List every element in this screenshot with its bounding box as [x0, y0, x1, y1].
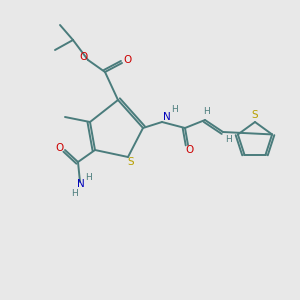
- Text: S: S: [252, 110, 258, 120]
- Text: S: S: [128, 157, 134, 167]
- Text: O: O: [123, 55, 131, 65]
- Text: O: O: [186, 145, 194, 155]
- Text: O: O: [55, 143, 63, 153]
- Text: N: N: [77, 179, 85, 189]
- Text: H: H: [85, 173, 92, 182]
- Text: N: N: [163, 112, 171, 122]
- Text: H: H: [225, 134, 231, 143]
- Text: H: H: [171, 104, 177, 113]
- Text: H: H: [72, 188, 78, 197]
- Text: O: O: [79, 52, 87, 62]
- Text: H: H: [204, 107, 210, 116]
